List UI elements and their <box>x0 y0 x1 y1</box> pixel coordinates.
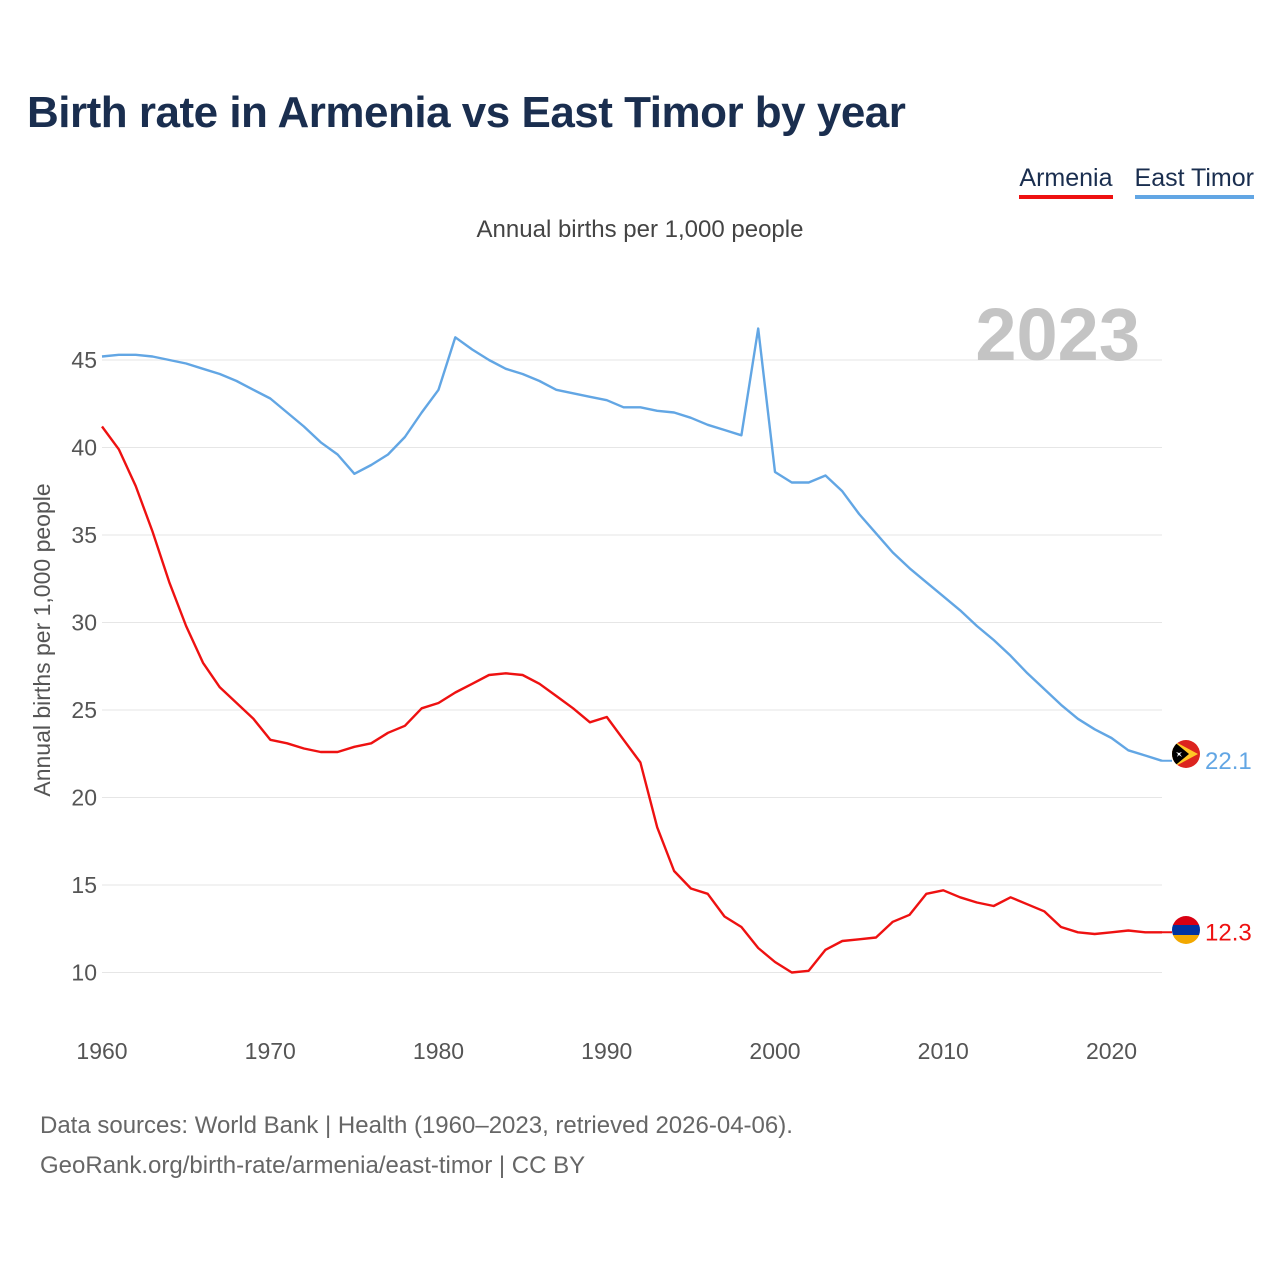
y-tick-label: 35 <box>71 522 97 548</box>
chart-subtitle: Annual births per 1,000 people <box>476 216 804 243</box>
footer: Data sources: World Bank | Health (1960–… <box>40 1106 793 1186</box>
series-line-armenia[interactable] <box>101 425 1162 974</box>
x-tick-label: 1990 <box>581 1038 632 1064</box>
grid-lines <box>102 359 1162 973</box>
y-tick-label: 45 <box>71 347 97 373</box>
end-label-armenia: 12.3 <box>1205 919 1252 946</box>
legend-item-east-timor[interactable]: East Timor <box>1134 164 1254 199</box>
y-tick-label: 10 <box>71 960 97 986</box>
x-tick-label: 2000 <box>749 1038 800 1064</box>
x-tick-label: 1970 <box>245 1038 296 1064</box>
series-lines <box>101 327 1172 974</box>
x-tick-label: 1960 <box>76 1038 127 1064</box>
footer-link[interactable]: GeoRank.org/birth-rate/armenia/east-timo… <box>40 1152 586 1179</box>
east-timor-flag-icon <box>1172 740 1200 768</box>
y-axis-tick-labels: 10 15 20 25 30 35 40 45 <box>71 347 97 986</box>
y-axis-label: Annual births per 1,000 people <box>29 483 55 796</box>
x-tick-label: 1980 <box>413 1038 464 1064</box>
y-tick-label: 40 <box>71 435 97 461</box>
footer-source: Data sources: World Bank | Health (1960–… <box>40 1112 793 1139</box>
x-tick-label: 2020 <box>1086 1038 1137 1064</box>
legend: Armenia East Timor <box>1019 164 1254 199</box>
y-tick-label: 30 <box>71 610 97 636</box>
x-axis-tick-labels: 1960 1970 1980 1990 2000 2010 2020 <box>76 1038 1137 1064</box>
chart-title: Birth rate in Armenia vs East Timor by y… <box>27 88 906 137</box>
end-label-east-timor: 22.1 <box>1205 748 1252 775</box>
y-tick-label: 15 <box>71 872 97 898</box>
end-value-labels: 12.3 22.1 <box>1205 748 1252 947</box>
armenia-flag-icon <box>1172 916 1200 944</box>
x-tick-label: 2010 <box>918 1038 969 1064</box>
legend-item-armenia[interactable]: Armenia <box>1019 164 1113 199</box>
series-line-east-timor[interactable] <box>101 327 1163 762</box>
year-badge: 2023 <box>975 293 1140 376</box>
y-tick-label: 25 <box>71 697 97 723</box>
y-tick-label: 20 <box>71 785 97 811</box>
